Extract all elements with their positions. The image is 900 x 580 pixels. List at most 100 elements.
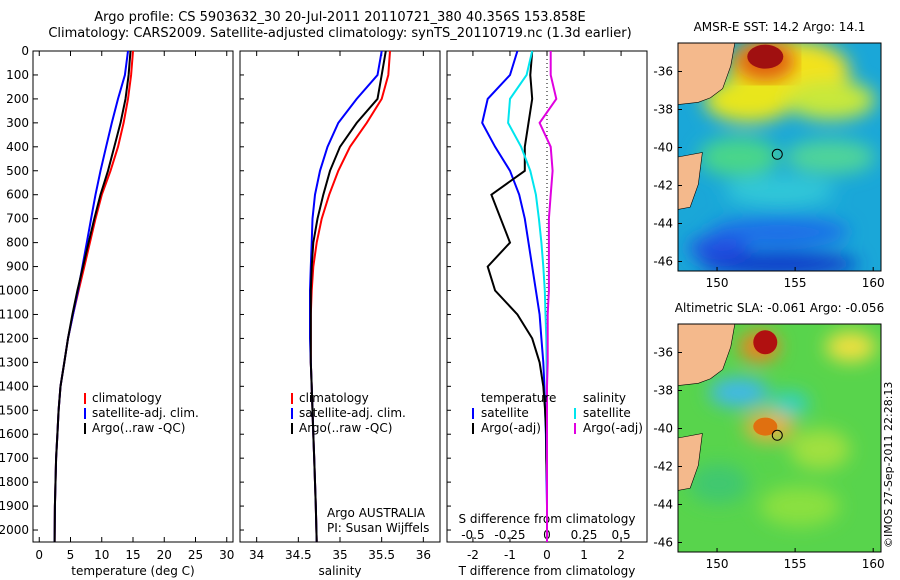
annotation-text: Argo AUSTRALIA xyxy=(327,506,426,520)
x-tick-label: 0 xyxy=(35,548,43,562)
x-tick-label: 15 xyxy=(125,548,140,562)
y-tick-label: 1800 xyxy=(0,475,29,489)
y-tick-label: -40 xyxy=(653,141,673,155)
sst-patch xyxy=(785,80,876,120)
mainland-australia xyxy=(678,43,736,105)
map-title: AMSR-E SST: 14.2 Argo: 14.1 xyxy=(694,20,866,34)
x-tick-label: -2 xyxy=(467,548,479,562)
sst-patch xyxy=(785,139,876,175)
y-tick-label: 400 xyxy=(6,140,29,154)
y-tick-label: 1000 xyxy=(0,284,29,298)
sla-patch xyxy=(688,463,749,504)
series-line-argo-raw-qc- xyxy=(309,50,387,543)
y-tick-label: 700 xyxy=(6,212,29,226)
sst-patch xyxy=(724,176,835,207)
x-axis-label: T difference from climatology xyxy=(458,564,636,578)
y-tick-label: -38 xyxy=(653,103,673,117)
x-tick-label: 160 xyxy=(862,557,885,571)
x-tick-label: -1 xyxy=(504,548,516,562)
tasmania xyxy=(678,152,703,210)
sla-patch xyxy=(769,391,810,417)
x-tick-label: 155 xyxy=(784,276,807,290)
sst-patch xyxy=(688,235,749,261)
y-tick-label: -44 xyxy=(653,498,673,512)
temperature-profile-frame xyxy=(32,50,234,543)
sst-patch xyxy=(698,137,779,177)
y-tick-label: 1500 xyxy=(0,403,29,417)
x-tick-label: 20 xyxy=(157,548,172,562)
tasmania xyxy=(678,433,703,491)
x-tick-label: 35 xyxy=(332,548,347,562)
x-tick-label: 150 xyxy=(706,276,729,290)
sla-eddy xyxy=(753,417,778,436)
y-tick-label: -42 xyxy=(653,179,673,193)
legend-label: climatology xyxy=(92,391,162,405)
x-tick-label: 155 xyxy=(784,557,807,571)
sst-blobs xyxy=(688,43,876,271)
annotation-text: PI: Susan Wijffels xyxy=(327,521,429,535)
float-position-marker xyxy=(771,429,783,441)
y-tick-label: -46 xyxy=(653,536,673,550)
x-tick-label: 30 xyxy=(219,548,234,562)
salinity-profile-frame xyxy=(239,50,441,543)
sst-patch xyxy=(704,77,795,123)
y-tick-label: 900 xyxy=(6,260,29,274)
sst-patch xyxy=(699,253,860,271)
x-tick-label: 10 xyxy=(94,548,109,562)
top-tick-label: 0.25 xyxy=(571,528,598,542)
x-tick-label: 5 xyxy=(67,548,75,562)
top-tick-label: -0.5 xyxy=(461,528,484,542)
legend-title: salinity xyxy=(583,391,626,405)
legend-label: satellite-adj. clim. xyxy=(92,406,199,420)
y-tick-label: 1100 xyxy=(0,307,29,321)
sst-patch xyxy=(709,217,850,248)
sla-patch xyxy=(759,486,840,527)
map-title: Altimetric SLA: -0.061 Argo: -0.056 xyxy=(675,301,884,315)
top-tick-label: -0.25 xyxy=(494,528,525,542)
x-tick-label: 34.5 xyxy=(285,548,312,562)
plot-title-line1: Argo profile: CS 5903632_30 20-Jul-2011 … xyxy=(94,10,586,25)
series-line-argo-raw-qc- xyxy=(53,50,132,543)
legend-label: Argo(-adj) xyxy=(583,421,643,435)
y-tick-label: 600 xyxy=(6,188,29,202)
copyright-notice: ©IMOS 27-Sep-2011 22:28:13 xyxy=(882,381,895,548)
y-tick-label: -42 xyxy=(653,460,673,474)
y-tick-label: 1200 xyxy=(0,331,29,345)
y-tick-label: 100 xyxy=(6,68,29,82)
y-tick-label: -36 xyxy=(653,346,673,360)
y-tick-label: 300 xyxy=(6,116,29,130)
x-tick-label: 0 xyxy=(543,548,551,562)
x-axis-label: salinity xyxy=(318,564,361,578)
sst-map-field xyxy=(678,43,881,271)
y-tick-label: 2000 xyxy=(0,523,29,537)
y-tick-label: 1600 xyxy=(0,427,29,441)
legend-label: satellite xyxy=(481,406,529,420)
sst-hot-core xyxy=(747,44,784,69)
x-axis-label: temperature (deg C) xyxy=(71,564,194,578)
x-tick-label: 160 xyxy=(862,276,885,290)
x-tick-label: 34 xyxy=(249,548,264,562)
y-tick-label: 800 xyxy=(6,236,29,250)
y-tick-label: -36 xyxy=(653,65,673,79)
y-tick-label: -38 xyxy=(653,384,673,398)
y-tick-label: 200 xyxy=(6,92,29,106)
sla-eddy-core xyxy=(753,330,778,355)
x-tick-label: 35.5 xyxy=(368,548,395,562)
series-line-salinity-argo-adj- xyxy=(538,51,558,542)
legend-title: temperature xyxy=(481,391,556,405)
mainland-australia xyxy=(678,324,736,386)
float-position-marker xyxy=(771,148,783,160)
sla-map-frame xyxy=(677,323,882,553)
legend-label: satellite xyxy=(583,406,631,420)
y-tick-label: 1300 xyxy=(0,355,29,369)
top-tick-label: 0.5 xyxy=(612,528,631,542)
x-tick-label: 25 xyxy=(188,548,203,562)
plot-title-line2: Climatology: CARS2009. Satellite-adjuste… xyxy=(48,26,632,41)
sla-patch xyxy=(825,331,876,362)
sla-map-field xyxy=(678,324,881,552)
sla-patch xyxy=(708,377,769,408)
legend-label: satellite-adj. clim. xyxy=(299,406,406,420)
legend-label: climatology xyxy=(299,391,369,405)
x-tick-label: 1 xyxy=(580,548,588,562)
